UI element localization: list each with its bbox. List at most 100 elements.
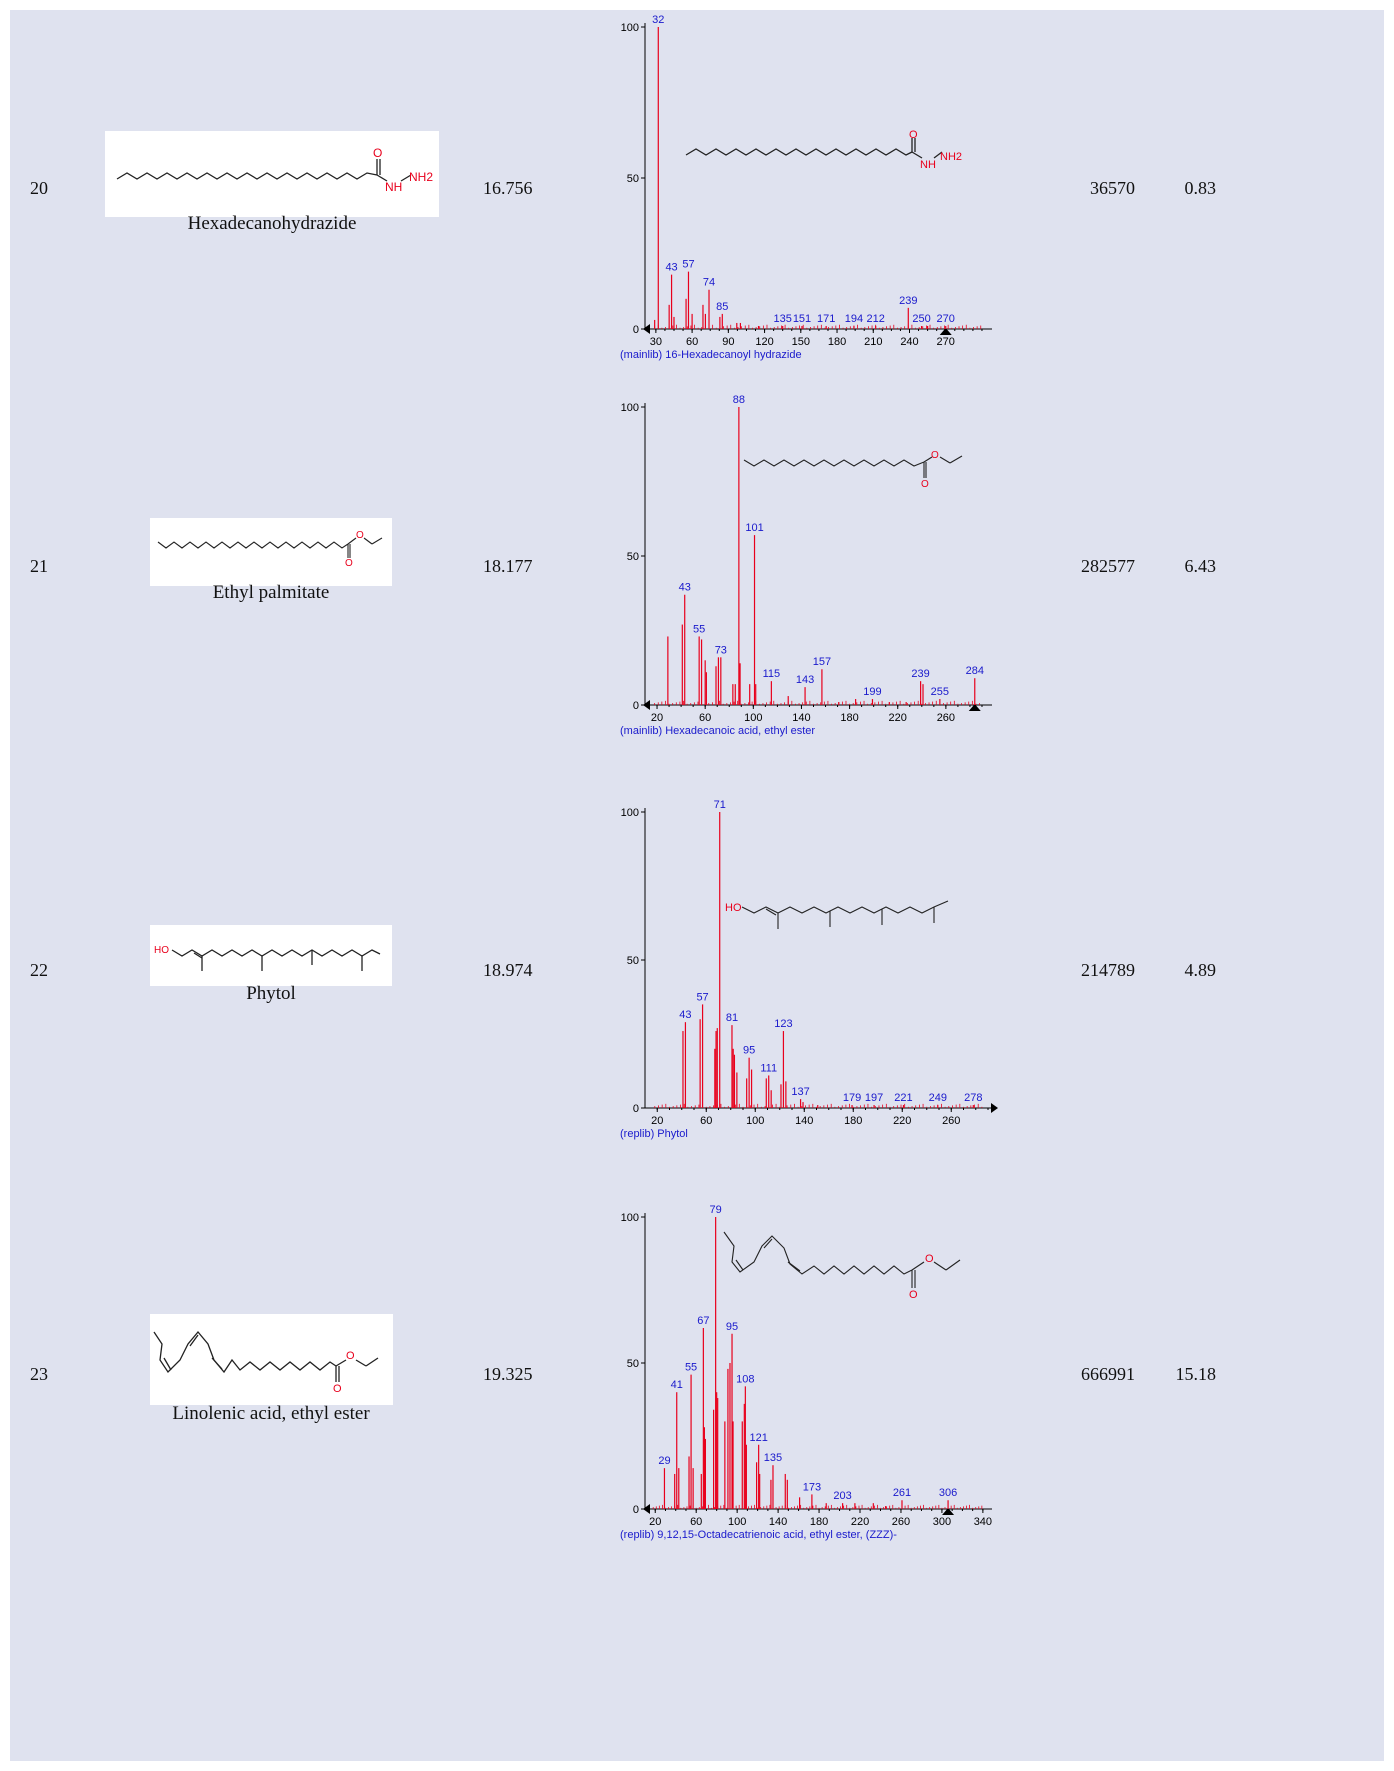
peak-label: 71 <box>714 799 726 811</box>
peak-label: 74 <box>703 277 715 289</box>
y-tick-label: 100 <box>621 807 639 819</box>
x-tick-label: 100 <box>728 1516 746 1528</box>
compound-name: Ethyl palmitate <box>212 582 330 603</box>
peak-label: 270 <box>937 313 955 325</box>
inset-label-ho: HO <box>725 902 742 914</box>
x-tick-label: 30 <box>650 336 662 348</box>
y-tick-label: 100 <box>621 402 639 414</box>
peak-label: 95 <box>726 1321 738 1333</box>
area-percent: 15.18 <box>1175 1364 1217 1384</box>
peak-label: 55 <box>685 1362 697 1374</box>
x-tick-label: 60 <box>686 336 698 348</box>
peak-label: 249 <box>929 1092 947 1104</box>
x-tick-label: 140 <box>795 1115 813 1127</box>
x-tick-label: 140 <box>792 712 810 724</box>
struct-label-o2: O <box>356 530 364 541</box>
struct-label-ho: HO <box>154 945 169 956</box>
peak-area: 36570 <box>1090 178 1135 198</box>
peak-label: 157 <box>813 656 831 668</box>
peak-label: 55 <box>693 623 705 635</box>
structure-image: O NH NH2 <box>105 131 439 217</box>
x-tick-label: 340 <box>974 1516 992 1528</box>
left-arrow-icon <box>643 1504 650 1514</box>
peak-label: 123 <box>774 1018 792 1030</box>
compound-number: 21 <box>30 556 48 576</box>
peak-label: 278 <box>964 1092 982 1104</box>
peak-label: 239 <box>899 295 917 307</box>
x-tick-label: 60 <box>690 1516 702 1528</box>
area-percent: 0.83 <box>1184 178 1217 198</box>
compound-number: 22 <box>30 960 48 980</box>
x-tick-label: 260 <box>892 1516 910 1528</box>
compound-number: 20 <box>30 178 48 198</box>
struct-label-o2: O <box>346 1350 355 1362</box>
y-tick-label: 50 <box>627 173 639 185</box>
spectrum-inset-structure: O O <box>723 1231 961 1301</box>
retention-time: 18.974 <box>483 960 533 980</box>
spectrum-caption: (replib) Phytol <box>620 1128 688 1140</box>
compound-name: Linolenic acid, ethyl ester <box>172 1403 370 1424</box>
retention-time: 16.756 <box>483 178 533 198</box>
y-tick-label: 0 <box>633 1103 639 1115</box>
peak-label: 29 <box>658 1455 670 1467</box>
compound-name: Phytol <box>246 983 296 1004</box>
inset-label-o2: O <box>925 1253 934 1265</box>
peak-label: 203 <box>833 1490 851 1502</box>
peak-label: 101 <box>745 522 763 534</box>
peak-label: 85 <box>716 301 728 313</box>
peak-label: 135 <box>764 1452 782 1464</box>
peak-label: 57 <box>696 991 708 1003</box>
x-tick-label: 90 <box>722 336 734 348</box>
spectrum-inset-structure: HO <box>725 900 949 929</box>
hexadecanohydrazide-structure: O NH NH2 <box>116 146 433 194</box>
inset-label-nh2: NH2 <box>940 151 962 163</box>
x-tick-label: 20 <box>649 1516 661 1528</box>
peak-label: 67 <box>697 1315 709 1327</box>
peak-label: 171 <box>817 313 835 325</box>
peak-label: 151 <box>793 313 811 325</box>
compound-number: 23 <box>30 1364 48 1384</box>
peak-label: 212 <box>866 313 884 325</box>
peak-area: 214789 <box>1081 960 1135 980</box>
retention-time: 19.325 <box>483 1364 533 1384</box>
peak-label: 255 <box>931 686 949 698</box>
struct-label-o: O <box>373 146 382 160</box>
peak-label: 111 <box>760 1062 777 1074</box>
retention-time: 18.177 <box>483 556 533 576</box>
peak-label: 115 <box>763 668 781 680</box>
inset-label-o2: O <box>931 450 939 461</box>
x-tick-label: 60 <box>700 1115 712 1127</box>
x-tick-label: 100 <box>746 1115 764 1127</box>
x-tick-label: 100 <box>744 712 762 724</box>
peak-label: 43 <box>665 262 677 274</box>
x-tick-label: 180 <box>828 336 846 348</box>
mass-spectrum-chart: 0 50 100 30 60 90 120 150 180 210 240 270 32 43 57 7485… <box>620 14 992 361</box>
x-tick-label: 140 <box>769 1516 787 1528</box>
linolenic-ester-structure: O O <box>153 1330 379 1395</box>
x-tick-label: 220 <box>851 1516 869 1528</box>
peak-area: 666991 <box>1081 1364 1135 1384</box>
peak-label: 81 <box>726 1012 738 1024</box>
table-panel: 20 O NH NH2 Hexadecanohydrazide 16.756 3… <box>10 10 1384 1761</box>
left-arrow-icon <box>643 324 650 334</box>
x-tick-label: 270 <box>937 336 955 348</box>
peak-label: 173 <box>803 1481 821 1493</box>
phytol-structure: HO <box>154 945 381 971</box>
peak-label: 108 <box>736 1373 754 1385</box>
structure-image: O O <box>150 518 392 586</box>
struct-label-nh2: NH2 <box>409 170 433 184</box>
x-tick-label: 180 <box>810 1516 828 1528</box>
peak-area: 282577 <box>1081 556 1135 576</box>
mass-spectrum-chart: 0 50 100 20 60 100 140 180 220 260 43 55 73 88 101 115 1… <box>620 394 992 737</box>
x-tick-label: 20 <box>651 1115 663 1127</box>
spectrum-caption: (replib) 9,12,15-Octadecatrienoic acid, … <box>620 1529 897 1541</box>
ethyl-palmitate-structure: O O <box>157 530 383 569</box>
spectrum-inset-structure: O NH NH2 <box>685 130 962 171</box>
peak-label: 137 <box>791 1086 809 1098</box>
peak-label: 250 <box>912 313 930 325</box>
x-tick-label: 260 <box>937 712 955 724</box>
y-tick-label: 0 <box>633 700 639 712</box>
peak-label: 143 <box>796 674 814 686</box>
peak-label: 135 <box>774 313 792 325</box>
molecular-ion-marker <box>968 704 981 711</box>
